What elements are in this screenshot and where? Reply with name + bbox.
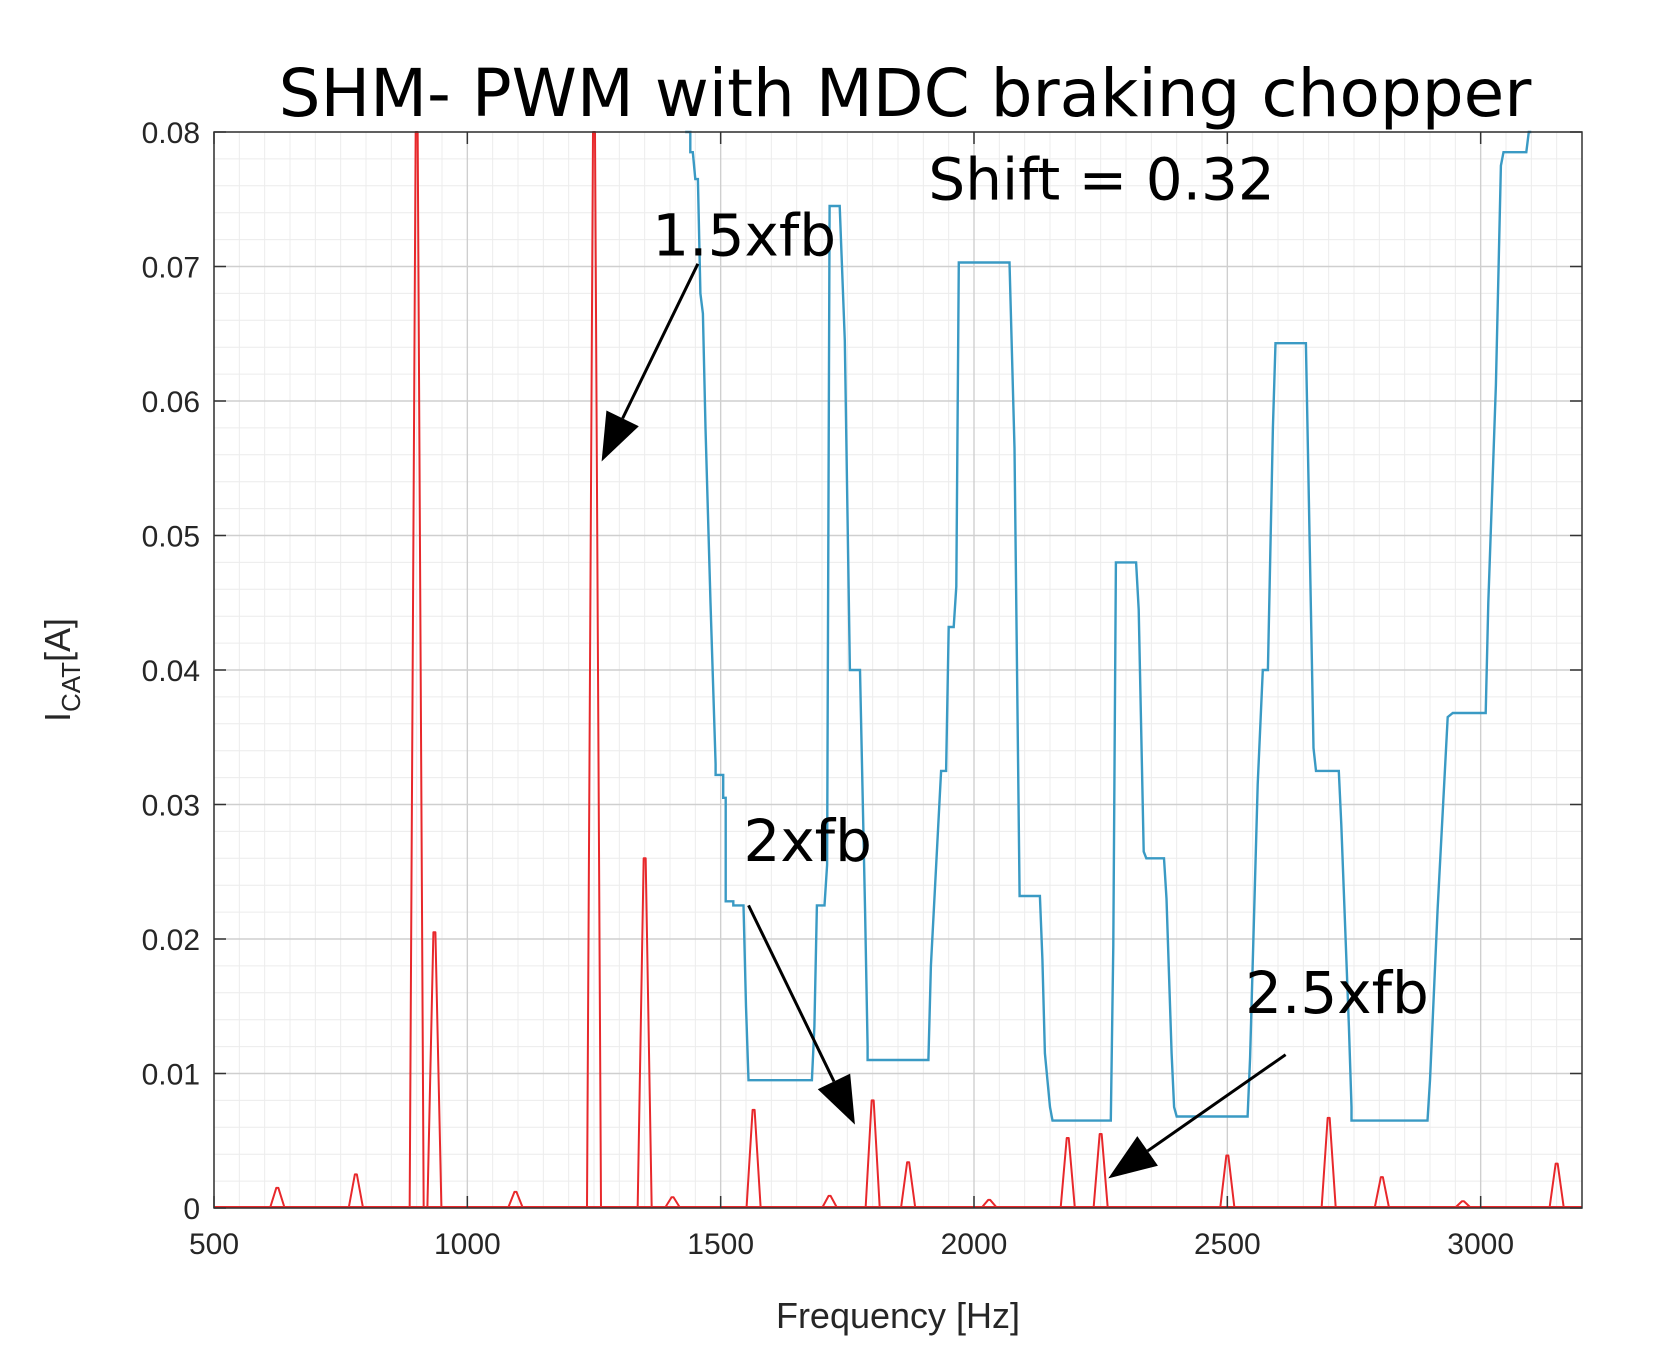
y-tick-label: 0 bbox=[183, 1193, 200, 1226]
spectrum-series bbox=[214, 131, 1582, 1208]
y-tick-label: 0.08 bbox=[142, 117, 200, 150]
x-tick-label: 3000 bbox=[1447, 1228, 1514, 1261]
spectrum-peak bbox=[981, 1198, 997, 1208]
annotations: 1.5xfb 2xfb 2.5xfb Shift = 0.32 bbox=[652, 145, 1429, 1027]
y-tick-label: 0.01 bbox=[142, 1059, 200, 1092]
arrow-head bbox=[817, 1073, 855, 1125]
envelope-series bbox=[685, 130, 1532, 1122]
spectrum-peak bbox=[1548, 1162, 1565, 1208]
spectrum-peak bbox=[1219, 1154, 1236, 1208]
annotation-2xfb: 2xfb bbox=[743, 807, 871, 875]
y-tick-label: 0.05 bbox=[142, 521, 200, 554]
spectrum-peak bbox=[1373, 1176, 1390, 1208]
spectrum-peak bbox=[864, 1099, 881, 1208]
spectrum-peak bbox=[900, 1161, 917, 1208]
spectrum-peak bbox=[426, 931, 443, 1208]
arrow-head bbox=[601, 410, 639, 462]
spectrum-peak bbox=[507, 1190, 524, 1208]
y-axis: 0 0.01 0.02 0.03 0.04 0.05 0.06 0.07 0.08 bbox=[142, 117, 1582, 1226]
annotation-shift: Shift = 0.32 bbox=[928, 145, 1274, 213]
spectrum-peak bbox=[1059, 1137, 1076, 1208]
envelope-line bbox=[685, 130, 1532, 1122]
x-tick-label: 1000 bbox=[434, 1228, 501, 1261]
spectrum-peak bbox=[636, 857, 653, 1208]
y-axis-title-main: I bbox=[37, 712, 78, 722]
y-tick-label: 0.03 bbox=[142, 790, 200, 823]
x-axis-title: Frequency [Hz] bbox=[776, 1295, 1020, 1336]
annotation-arrows bbox=[601, 263, 1287, 1179]
y-tick-label: 0.07 bbox=[142, 252, 200, 285]
spectrum-peak bbox=[745, 1108, 762, 1208]
arrow-head bbox=[1108, 1136, 1158, 1179]
spectrum-peak bbox=[1455, 1200, 1471, 1208]
y-axis-title-unit: [A] bbox=[37, 618, 78, 662]
chart-title: SHM- PWM with MDC braking chopper bbox=[279, 55, 1533, 132]
spectrum-peak bbox=[347, 1173, 364, 1208]
annotation-2-5xfb: 2.5xfb bbox=[1245, 959, 1429, 1027]
spectrum-peak bbox=[1320, 1116, 1337, 1208]
x-tick-label: 2000 bbox=[941, 1228, 1008, 1261]
y-tick-label: 0.04 bbox=[142, 655, 200, 688]
x-axis: 500 1000 1500 2000 2500 3000 bbox=[189, 132, 1514, 1261]
arrow-shaft bbox=[747, 904, 836, 1083]
x-tick-label: 2500 bbox=[1194, 1228, 1261, 1261]
spectrum-peak bbox=[821, 1194, 838, 1208]
x-tick-label: 1500 bbox=[687, 1228, 754, 1261]
annotation-1-5xfb: 1.5xfb bbox=[652, 202, 836, 270]
y-tick-label: 0.02 bbox=[142, 924, 200, 957]
y-axis-title-sub: CAT bbox=[56, 662, 86, 712]
y-axis-title: ICAT[A] bbox=[37, 618, 86, 722]
arrow-shaft bbox=[621, 263, 700, 420]
spectrum-peak bbox=[269, 1186, 286, 1208]
x-tick-label: 500 bbox=[189, 1228, 239, 1261]
arrow-shaft bbox=[1146, 1053, 1287, 1153]
spectrum-peak bbox=[1092, 1133, 1109, 1208]
spectrum-peak bbox=[664, 1196, 681, 1208]
y-tick-label: 0.06 bbox=[142, 386, 200, 419]
